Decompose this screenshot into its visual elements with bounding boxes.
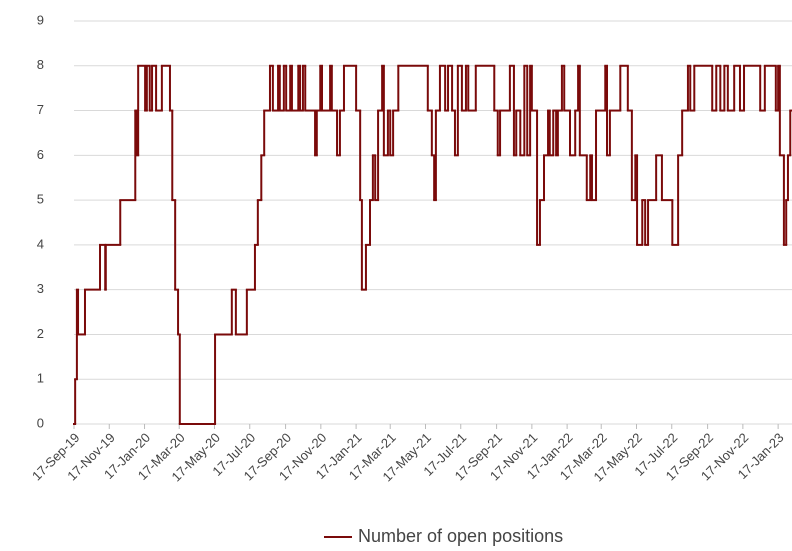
y-tick-label: 2: [37, 326, 44, 341]
y-tick-label: 0: [37, 415, 44, 430]
y-tick-label: 9: [37, 12, 44, 27]
y-tick-label: 8: [37, 57, 44, 72]
y-tick-label: 3: [37, 281, 44, 296]
y-tick-label: 1: [37, 371, 44, 386]
y-tick-label: 4: [37, 236, 44, 251]
y-tick-label: 6: [37, 147, 44, 162]
y-tick-label: 5: [37, 192, 44, 207]
legend-label: Number of open positions: [358, 526, 563, 546]
y-tick-label: 7: [37, 102, 44, 117]
